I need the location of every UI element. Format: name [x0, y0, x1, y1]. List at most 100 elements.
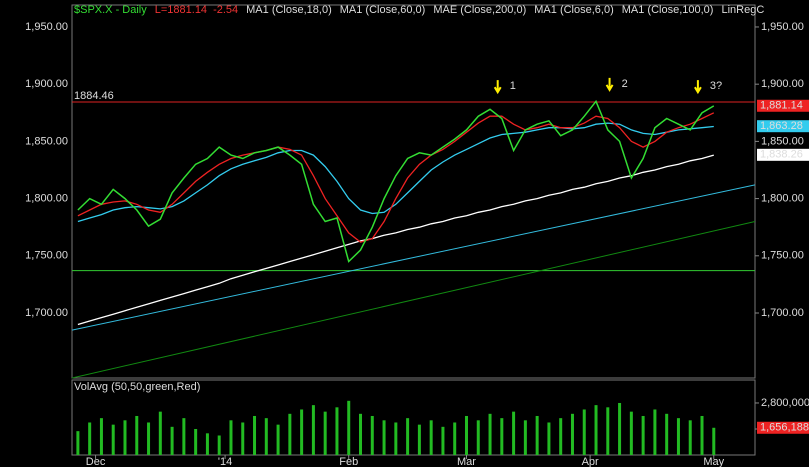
volume-bar — [323, 411, 327, 455]
volume-bar — [688, 420, 692, 455]
y-tick-label-left: 1,750.00 — [25, 250, 68, 262]
series-line — [77, 122, 714, 223]
volume-bar — [594, 405, 598, 455]
trendline — [71, 184, 756, 331]
volume-bar — [629, 411, 633, 455]
volume-bar — [347, 400, 351, 455]
volume-bar — [618, 402, 622, 455]
last-value-label: 1,863.28 — [760, 120, 803, 132]
annotation-arrow — [694, 80, 702, 95]
x-tick-label: Feb — [339, 456, 358, 467]
indicator: MA1 (Close,18,0) — [246, 4, 332, 16]
volume-bar — [406, 418, 410, 455]
annotation: 2 — [622, 78, 628, 90]
volume-bar — [429, 420, 433, 455]
series-line — [77, 112, 715, 243]
volume-bar — [512, 411, 516, 455]
volume-bar — [523, 420, 527, 455]
last-value-box — [757, 99, 809, 112]
trendline — [71, 220, 756, 379]
horizontal-line-label: 1884.46 — [74, 90, 114, 102]
volume-bar — [123, 420, 127, 455]
annotation: 3? — [710, 80, 722, 92]
volume-bar — [559, 418, 563, 455]
volume-bar — [641, 415, 645, 455]
volume-bar — [606, 407, 610, 455]
panel-title: VolAvg (50,50,green,Red) — [74, 381, 200, 393]
series-line — [77, 99, 715, 263]
volume-bar — [170, 426, 174, 455]
y-tick-label-left: 1,800.00 — [25, 193, 68, 205]
y-tick-label: 1,950.00 — [761, 21, 804, 33]
volume-bar — [712, 427, 716, 455]
volume-bar — [135, 415, 139, 455]
indicator: MA1 (Close,6,0) — [534, 4, 613, 16]
y-tick-label: 1,800.00 — [761, 193, 804, 205]
volume-bar — [500, 418, 504, 455]
x-tick-label: May — [703, 456, 724, 467]
volume-bar — [359, 413, 363, 455]
y-tick-label-left: 1,850.00 — [25, 135, 68, 147]
series-line — [77, 154, 714, 326]
volume-bar — [111, 424, 115, 455]
volume-bar — [241, 422, 245, 455]
y-tick-label: 2,800,000 — [761, 397, 809, 409]
volume-bar — [335, 407, 339, 455]
volume-bar — [99, 418, 103, 455]
chart-header: $SPX.X - Daily L=1881.14 -2.54 MA1 (Close,1… — [74, 4, 764, 16]
indicator: MA1 (Close,60,0) — [340, 4, 426, 16]
last-value-label: 1,656,188.00 — [760, 422, 809, 434]
volume-bar — [535, 415, 539, 455]
last-value-box — [757, 148, 809, 161]
y-tick-label: 1,750.00 — [761, 250, 804, 262]
change: -2.54 — [213, 4, 238, 16]
annotation: 1 — [510, 80, 516, 92]
y-tick-label: 1,850.00 — [761, 135, 804, 147]
volume-bar — [76, 431, 80, 455]
last-value-label: 1,838.26 — [760, 149, 803, 161]
y-tick-label-left: 1,700.00 — [25, 307, 68, 319]
volume-bar — [582, 409, 586, 455]
volume-bar — [676, 418, 680, 455]
indicator: MAE (Close,200,0) — [433, 4, 526, 16]
volume-bar — [394, 422, 398, 455]
volume-bar — [88, 422, 92, 455]
volume-bar — [264, 418, 268, 455]
volume-bar — [205, 433, 209, 455]
volume-bar — [382, 420, 386, 455]
annotation-arrow — [605, 77, 614, 92]
volume-bar — [700, 415, 704, 455]
price-panel — [71, 4, 756, 379]
volume-bar — [488, 413, 492, 455]
volume-bar — [288, 413, 292, 455]
volume-bar — [370, 415, 374, 455]
volume-bar — [217, 435, 221, 455]
last-label: L=1881.14 — [155, 4, 207, 16]
volume-bar — [476, 420, 480, 455]
volume-bar — [653, 409, 657, 455]
volume-bar — [665, 413, 669, 455]
volume-bar — [311, 405, 315, 455]
x-tick-label: '14 — [218, 456, 232, 467]
volume-bar — [453, 422, 457, 455]
volume-bar — [229, 420, 233, 455]
volume-bar — [570, 413, 574, 455]
volume-panel — [71, 379, 756, 456]
volume-bar — [147, 422, 151, 455]
x-tick-label: Apr — [582, 456, 599, 467]
y-tick-label-left: 1,900.00 — [25, 78, 68, 90]
volume-bar — [276, 424, 280, 455]
last-value-label: 1,881.14 — [760, 100, 803, 112]
y-tick-label-left: 1,950.00 — [25, 21, 68, 33]
last-value-box — [757, 120, 809, 133]
volume-bar — [417, 424, 421, 455]
volume-bar — [182, 418, 186, 455]
volume-bar — [300, 409, 304, 455]
chart-title: $SPX.X - Daily — [74, 4, 147, 16]
last-value-box — [757, 421, 809, 434]
volume-bar — [547, 422, 551, 455]
volume-bar — [464, 415, 468, 455]
